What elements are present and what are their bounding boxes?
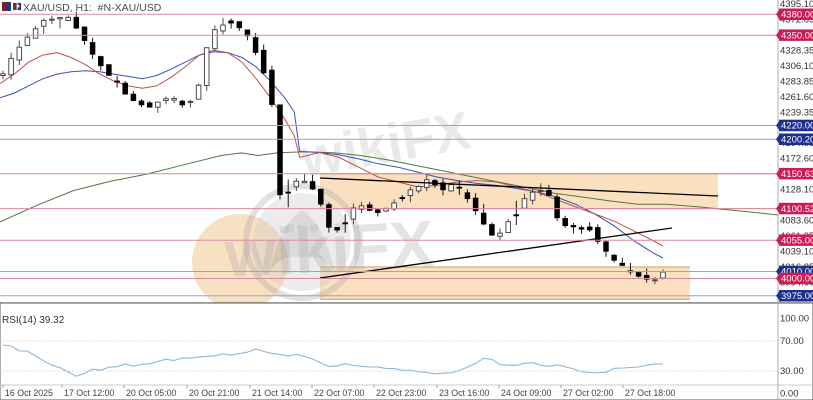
svg-text:4128.10: 4128.10	[780, 185, 813, 196]
svg-text:4055.00: 4055.00	[781, 235, 813, 246]
svg-text:27 Oct 18:00: 27 Oct 18:00	[625, 388, 675, 398]
svg-text:23 Oct 16:00: 23 Oct 16:00	[439, 388, 489, 398]
svg-text:17 Oct 12:00: 17 Oct 12:00	[64, 388, 114, 398]
svg-text:4350.00: 4350.00	[781, 30, 813, 41]
svg-text:30.00: 30.00	[780, 366, 804, 377]
svg-text:4000.00: 4000.00	[781, 274, 813, 285]
svg-text:0.00: 0.00	[780, 389, 799, 400]
svg-text:16 Oct 2025: 16 Oct 2025	[5, 388, 53, 398]
svg-text:24 Oct 09:00: 24 Oct 09:00	[501, 388, 551, 398]
svg-text:4328.35: 4328.35	[780, 45, 813, 56]
svg-text:4172.60: 4172.60	[780, 154, 813, 165]
svg-text:20 Oct 05:00: 20 Oct 05:00	[126, 388, 176, 398]
svg-text:20 Oct 21:00: 20 Oct 21:00	[189, 388, 239, 398]
svg-text:4039.10: 4039.10	[780, 247, 813, 258]
svg-text:22 Oct 23:00: 22 Oct 23:00	[376, 388, 426, 398]
svg-text:4380.00: 4380.00	[781, 10, 813, 21]
svg-text:70.00: 70.00	[780, 336, 804, 347]
svg-text:4083.60: 4083.60	[780, 216, 813, 227]
svg-text:4306.10: 4306.10	[780, 61, 813, 72]
svg-text:27 Oct 02:00: 27 Oct 02:00	[563, 388, 613, 398]
svg-text:3975.00: 3975.00	[781, 291, 813, 302]
svg-text:21 Oct 14:00: 21 Oct 14:00	[252, 388, 302, 398]
svg-text:4100.52: 4100.52	[781, 204, 813, 215]
svg-text:4150.63: 4150.63	[781, 169, 813, 180]
svg-text:4239.35: 4239.35	[780, 107, 813, 118]
svg-text:100.00: 100.00	[780, 314, 809, 325]
svg-text:4200.20: 4200.20	[781, 135, 813, 146]
svg-text:4261.60: 4261.60	[780, 92, 813, 103]
svg-text:RSI(14) 39.32: RSI(14) 39.32	[2, 315, 65, 326]
svg-text:4283.85: 4283.85	[780, 76, 813, 87]
svg-text:22 Oct 07:00: 22 Oct 07:00	[314, 388, 364, 398]
svg-text:4220.00: 4220.00	[781, 121, 813, 132]
